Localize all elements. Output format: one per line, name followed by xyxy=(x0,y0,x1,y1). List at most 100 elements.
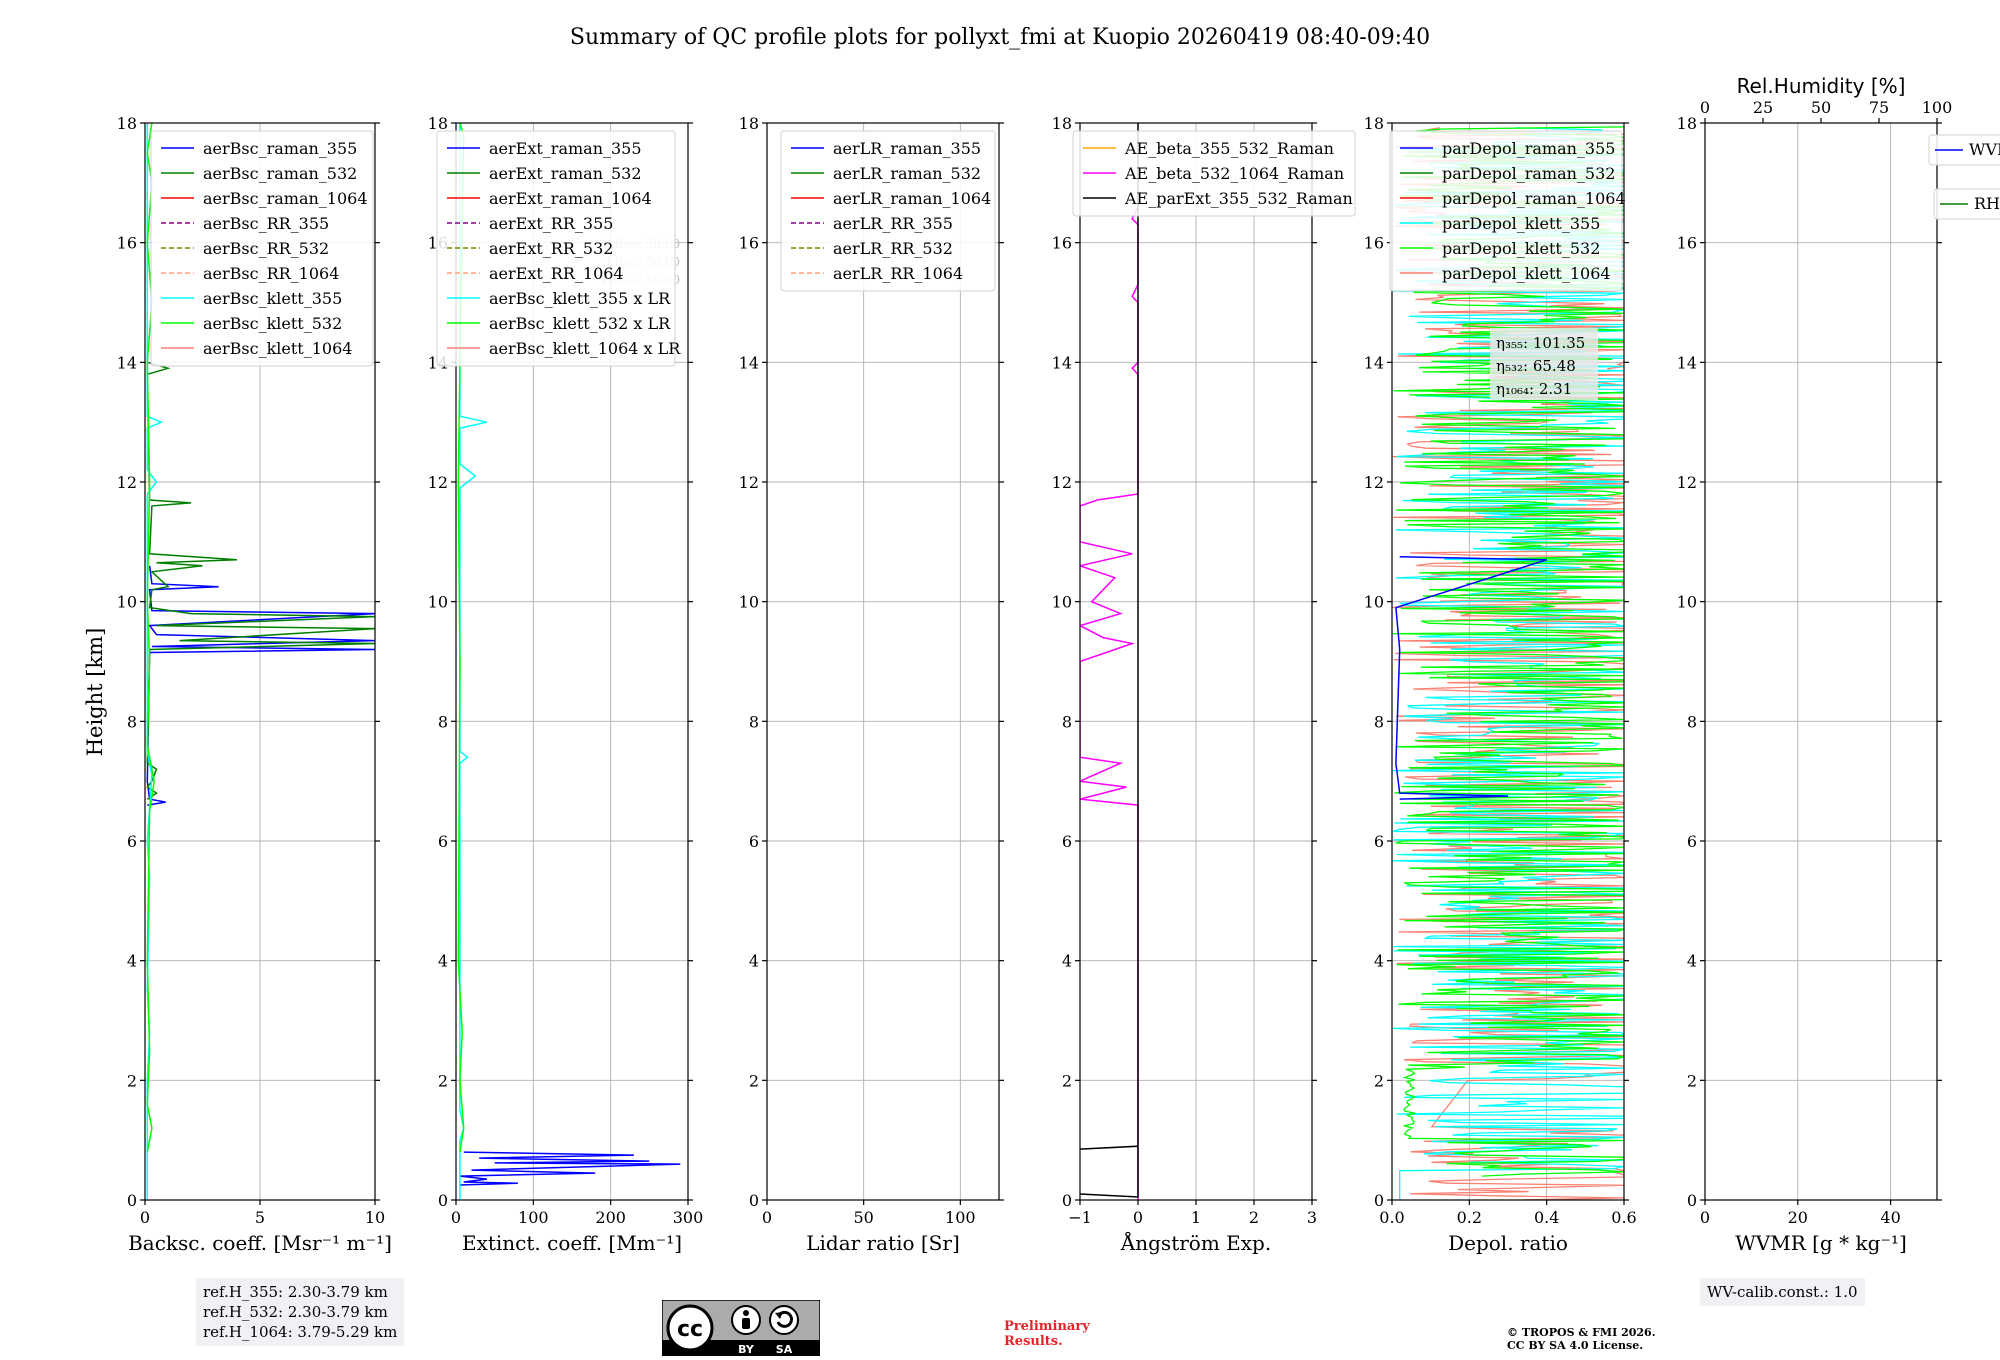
x-tick-label: 20 xyxy=(1788,1208,1808,1227)
sa-icon xyxy=(769,1305,799,1335)
y-tick-label: 18 xyxy=(428,114,448,133)
y-tick-label: 8 xyxy=(127,712,137,731)
legend: aerLR_raman_355 aerLR_raman_532 aerLR_rama… xyxy=(780,130,996,292)
legend-label: aerBsc_klett_1064 x LR xyxy=(489,339,681,358)
legend-label: aerBsc_klett_1064 xyxy=(203,339,352,358)
legend-label: aerExt_raman_1064 xyxy=(489,189,652,208)
wv-calib-text: WV-calib.const.: 1.0 xyxy=(1707,1283,1858,1301)
legend-label: parDepol_klett_532 xyxy=(1442,239,1600,258)
legend-label: parDepol_raman_355 xyxy=(1442,139,1615,158)
data-layer xyxy=(1392,126,1624,1200)
x-tick-label: 0.0 xyxy=(1379,1208,1404,1227)
legend-label: aerBsc_klett_532 x LR xyxy=(489,314,671,333)
y-tick-label: 0 xyxy=(1062,1191,1072,1210)
y-tick-label: 16 xyxy=(1677,234,1697,253)
y-tick-label: 16 xyxy=(1052,234,1072,253)
x-axis-label: Depol. ratio xyxy=(1448,1231,1568,1255)
eta-label: η₃₅₅: 101.35 xyxy=(1496,334,1585,352)
x-tick-label: 0 xyxy=(1700,1208,1710,1227)
legend-label: aerBsc_RR_532 xyxy=(203,239,329,258)
top-x-tick-label: 0 xyxy=(1700,98,1710,117)
x-axis-label: WVMR [g * kg⁻¹] xyxy=(1735,1231,1907,1255)
legend-label: aerExt_raman_532 xyxy=(489,164,642,183)
x-tick-label: 200 xyxy=(595,1208,626,1227)
x-tick-label: 10 xyxy=(365,1208,385,1227)
legend: aerExt_raman_355 aerExt_raman_532 aerExt_r… xyxy=(436,130,681,367)
y-tick-label: 18 xyxy=(1052,114,1072,133)
y-tick-label: 12 xyxy=(428,473,448,492)
cc-by-sa-badge: cc BY SA xyxy=(662,1300,820,1356)
x-tick-label: 2 xyxy=(1249,1208,1259,1227)
legend-label: aerExt_RR_532 xyxy=(489,239,613,258)
preliminary-line-1: Preliminary xyxy=(1004,1319,1090,1334)
x-tick-label: 0 xyxy=(762,1208,772,1227)
legend-box xyxy=(436,130,676,367)
panel-6: 0 20 40 0 2 4 6 8 10 12 14 16 18 WVMR [g * kg⁻¹] 0 25 50… xyxy=(1677,74,2000,1255)
series-AE_parExt_355_532_Raman xyxy=(1080,123,1139,1198)
y-tick-label: 10 xyxy=(1677,593,1697,612)
data-layer xyxy=(1080,123,1139,1200)
y-tick-label: 0 xyxy=(1374,1191,1384,1210)
axes-frame xyxy=(1391,122,1625,1201)
series-aerBsc_raman_532 xyxy=(146,361,375,800)
y-tick-label: 8 xyxy=(438,712,448,731)
y-tick-label: 4 xyxy=(749,952,759,971)
legend: aerBsc_raman_355 aerBsc_raman_532 aerBsc_r… xyxy=(150,130,374,367)
y-tick-label: 2 xyxy=(749,1071,759,1090)
y-tick-label: 10 xyxy=(1052,593,1072,612)
series-AE_beta_532_1064_Raman xyxy=(1080,206,1139,1200)
x-tick-label: 5 xyxy=(255,1208,265,1227)
x-tick-label: 3 xyxy=(1307,1208,1317,1227)
panel-2: 0100200300024681012141618Extinct. coeff.… xyxy=(428,114,704,1255)
series-aerExt_raman_355 xyxy=(459,1151,681,1186)
x-axis-label: Ångström Exp. xyxy=(1120,1230,1271,1255)
x-tick-label: 0 xyxy=(1133,1208,1143,1227)
legend-label: aerExt_RR_1064 xyxy=(489,264,624,283)
x-tick-label: 1 xyxy=(1191,1208,1201,1227)
x-tick-label: 100 xyxy=(945,1208,976,1227)
copyright-line-2: CC BY SA 4.0 License. xyxy=(1507,1339,1644,1352)
legend-label: AE_beta_355_532_Raman xyxy=(1124,139,1334,158)
y-tick-label: 16 xyxy=(739,234,759,253)
y-tick-label: 10 xyxy=(739,593,759,612)
legend-label: parDepol_raman_1064 xyxy=(1442,189,1626,208)
reference-height-box: ref.H_355: 2.30-3.79 km ref.H_532: 2.30-… xyxy=(196,1278,405,1346)
legend-label: aerBsc_RR_355 xyxy=(203,214,329,233)
y-tick-label: 0 xyxy=(438,1191,448,1210)
panel-1: 0 5 10 0 2 4 6 8 10 12 14 16 18 Backsc. coeff. [Msr⁻¹… xyxy=(117,114,392,1255)
y-tick-label: 6 xyxy=(1374,832,1384,851)
panel-3: 0 50 100 0 2 4 6 8 10 12 14 16 18 Lidar ratio [Sr] aer… xyxy=(739,114,1004,1255)
legend-label: aerExt_RR_355 xyxy=(489,214,613,233)
top-x-tick-label: 25 xyxy=(1753,98,1773,117)
x-tick-label: 0.4 xyxy=(1534,1208,1559,1227)
legend-label: parDepol_klett_1064 xyxy=(1442,264,1611,283)
axes-frame xyxy=(766,122,1000,1201)
eta-label: η₅₃₂: 65.48 xyxy=(1496,357,1576,375)
legend-label: parDepol_raman_532 xyxy=(1442,164,1615,183)
y-tick-label: 18 xyxy=(739,114,759,133)
y-tick-label: 6 xyxy=(1062,832,1072,851)
y-tick-label: 4 xyxy=(1687,952,1697,971)
y-tick-label: 4 xyxy=(438,952,448,971)
y-tick-label: 2 xyxy=(438,1071,448,1090)
legend-box xyxy=(1072,130,1356,217)
y-tick-label: 6 xyxy=(127,832,137,851)
x-tick-label: 50 xyxy=(853,1208,873,1227)
y-tick-label: 18 xyxy=(1677,114,1697,133)
x-tick-label: 0 xyxy=(140,1208,150,1227)
x-tick-label: −1 xyxy=(1068,1208,1092,1227)
y-tick-label: 8 xyxy=(749,712,759,731)
legend-label: WVMR xyxy=(1969,140,2000,159)
legend-label: aerBsc_raman_355 xyxy=(203,139,357,158)
y-tick-label: 4 xyxy=(1062,952,1072,971)
x-tick-label: 300 xyxy=(673,1208,704,1227)
wv-calib-box: WV-calib.const.: 1.0 xyxy=(1700,1278,1865,1306)
legend-label: aerLR_RR_355 xyxy=(833,214,953,233)
panel-5: 0.0 0.2 0.4 0.6 0 2 4 6 8 10 12 14 16 18 Depol. ratio p… xyxy=(1364,114,1637,1255)
legend-label: aerBsc_klett_355 xyxy=(203,289,342,308)
legend-label: aerLR_raman_355 xyxy=(833,139,981,158)
y-tick-label: 4 xyxy=(127,952,137,971)
y-tick-label: 0 xyxy=(749,1191,759,1210)
